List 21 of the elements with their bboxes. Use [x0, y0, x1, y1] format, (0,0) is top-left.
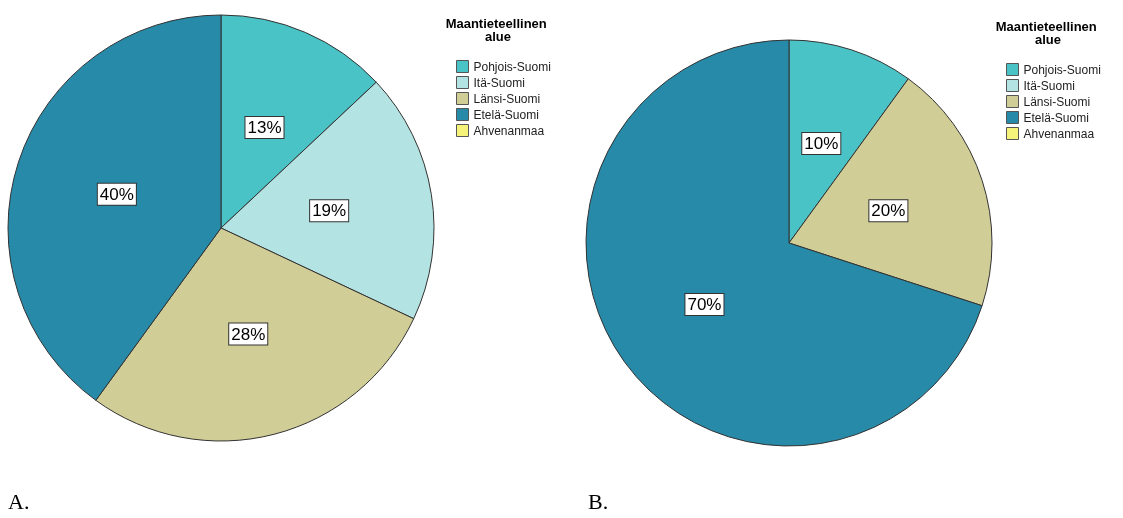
data-label: 19%: [312, 201, 347, 221]
legend-label: Pohjois-Suomi: [1023, 62, 1101, 77]
legend-label: Ahvenanmaa: [1023, 126, 1095, 141]
data-label: 40%: [99, 184, 134, 204]
legend-label: Länsi-Suomi: [1023, 94, 1091, 109]
text: A.: [8, 488, 30, 514]
legend-label: Ahvenanmaa: [473, 123, 545, 138]
data-label: 10%: [804, 134, 839, 154]
legend-label: Pohjois-Suomi: [473, 59, 551, 74]
legend-title: Maantieteellinen alue: [995, 19, 1101, 47]
data-label: 20%: [871, 201, 906, 221]
legend-label: Etelä-Suomi: [473, 107, 539, 122]
legend-label: Etelä-Suomi: [1023, 110, 1089, 125]
data-label: 70%: [687, 294, 722, 314]
legend-label: Itä-Suomi: [473, 75, 525, 90]
data-label: 13%: [247, 118, 282, 138]
data-label: 28%: [231, 324, 266, 344]
text: B.: [588, 488, 609, 514]
legend-label: Länsi-Suomi: [473, 91, 541, 106]
legend-label: Itä-Suomi: [1023, 78, 1075, 93]
legend-title: Maantieteellinen alue: [445, 16, 551, 44]
